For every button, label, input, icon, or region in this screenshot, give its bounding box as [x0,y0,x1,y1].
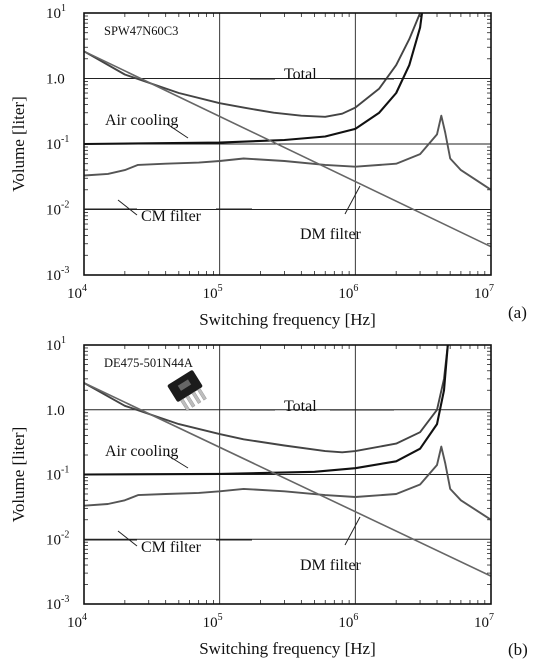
plot-frame [83,12,492,276]
y-axis-title: Volume [liter] [9,96,28,192]
annotation-dm-filter: DM filter [300,226,362,243]
annotation-leader-line [117,530,138,547]
chart-panel-a: Total Air cooling CM filter DM filter SPW47N… [9,3,527,329]
x-tick-label: 107 [474,612,494,631]
annotation-cm-filter: CM filter [141,208,202,225]
device-label: DE475-501N44A [104,356,193,370]
annotation-cm-filter: CM filter [141,539,202,556]
y-axis-title: Volume [liter] [9,427,28,523]
annotation-dm-filter: DM filter [300,557,362,574]
device-label: SPW47N60C3 [104,24,178,38]
x-tick-label: 107 [474,283,494,302]
x-tick-label: 104 [67,283,87,302]
x-tick-label: 104 [67,612,87,631]
x-axis-title: Switching frequency [Hz] [199,639,376,658]
annotation-total: Total [284,398,317,415]
plot-frame [83,344,492,605]
annotation-leader-line [166,454,189,469]
annotation-leader-line [344,516,361,546]
panel-label: (a) [508,303,527,322]
annotation-air-cooling: Air cooling [105,443,178,460]
series-line-air-cooling [84,13,424,146]
panel-label: (b) [508,640,528,659]
series-line-cm-filter [84,445,491,521]
y-tick-label: 10-3 [46,265,69,284]
y-tick-label: 101 [46,335,66,354]
chart-panel-b: Total Air cooling CM filter DM filter DE475-… [9,335,528,659]
x-tick-label: 106 [338,612,358,631]
series-line-dm-filter [84,50,491,248]
y-tick-label: 1.0 [46,72,65,88]
y-tick-label: 10-1 [46,134,69,153]
annotation-leader-line [166,123,189,139]
annotation-total: Total [284,66,317,83]
series-line-dm-filter [84,382,491,577]
y-tick-label: 1.0 [46,403,65,419]
annotation-leader-line [344,185,361,215]
x-tick-label: 105 [203,283,223,302]
series-line-total [84,345,449,454]
y-tick-label: 10-2 [46,200,69,219]
annotation-leader-line [117,199,138,216]
transistor-package-icon [167,370,207,412]
x-tick-label: 105 [203,612,223,631]
series-line-air-cooling [84,345,449,476]
y-tick-label: 101 [46,3,66,22]
series-line-total [84,13,421,118]
y-tick-label: 10-3 [46,594,69,613]
y-tick-label: 10-1 [46,465,69,484]
x-tick-label: 106 [338,283,358,302]
x-axis-title: Switching frequency [Hz] [199,310,376,329]
annotation-air-cooling: Air cooling [105,112,178,129]
y-tick-label: 10-2 [46,529,69,548]
series-line-cm-filter [84,114,491,191]
